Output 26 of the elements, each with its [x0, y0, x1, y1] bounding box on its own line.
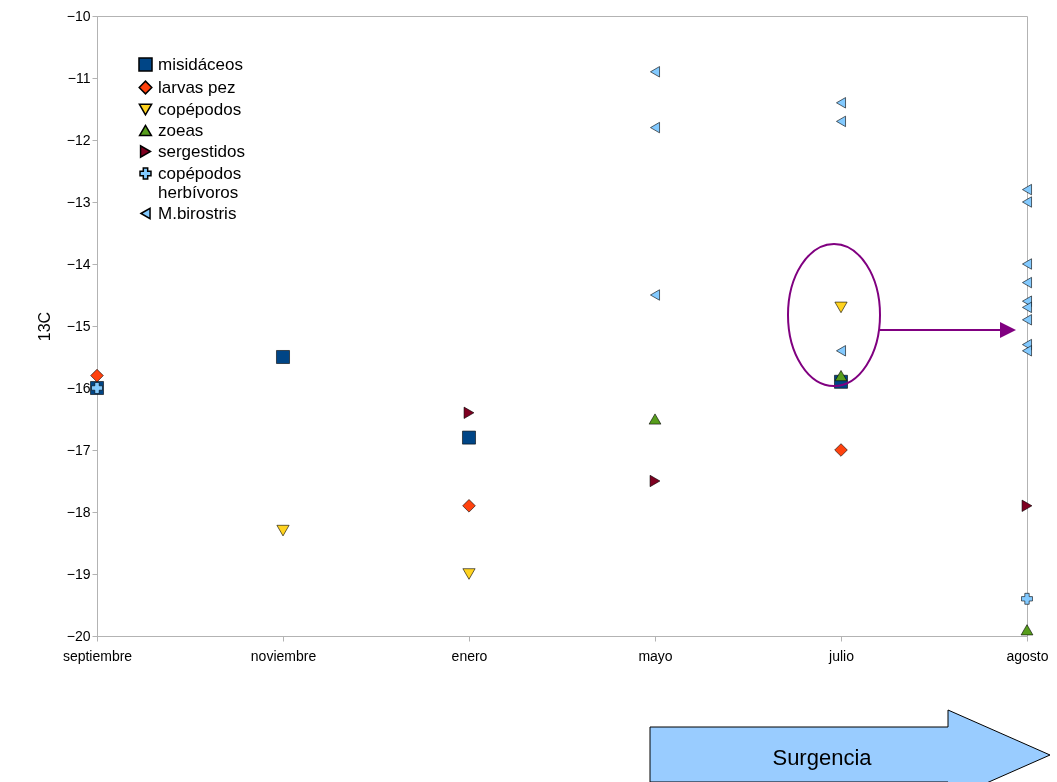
- y-tick-label: −10: [66, 7, 91, 24]
- x-tick-label: julio: [828, 647, 855, 664]
- text: Surgencia: [772, 745, 873, 770]
- y-tick-label: −17: [66, 441, 91, 458]
- legend-label: M.birostris: [158, 203, 237, 223]
- legend-label: copépodos herbívoros: [158, 163, 242, 202]
- x-tick-label: mayo: [638, 647, 673, 664]
- y-tick-label: −18: [66, 503, 91, 520]
- x-tick-label: septiembre: [62, 647, 133, 664]
- legend-label: larvas pez: [158, 77, 236, 97]
- x-tick-label: agosto: [1006, 647, 1049, 664]
- y-tick-label: −13: [66, 193, 91, 210]
- legend-label: zoeas: [158, 120, 204, 140]
- x-tick-label: noviembre: [250, 647, 317, 664]
- y-tick-label: −19: [66, 565, 91, 582]
- y-tick-label: −16: [66, 379, 91, 396]
- y-axis-title: 13C: [35, 311, 53, 342]
- y-tick-label: −20: [66, 627, 91, 644]
- y-tick-label: −14: [66, 255, 91, 272]
- x-tick-label: enero: [451, 647, 488, 664]
- y-tick-label: −11: [67, 69, 91, 86]
- legend-label: misidáceos: [158, 54, 244, 74]
- y-tick-label: −12: [66, 131, 91, 148]
- legend-label: sergestidos: [158, 141, 245, 161]
- legend-label: copépodos: [158, 99, 242, 119]
- y-tick-label: −15: [66, 317, 91, 334]
